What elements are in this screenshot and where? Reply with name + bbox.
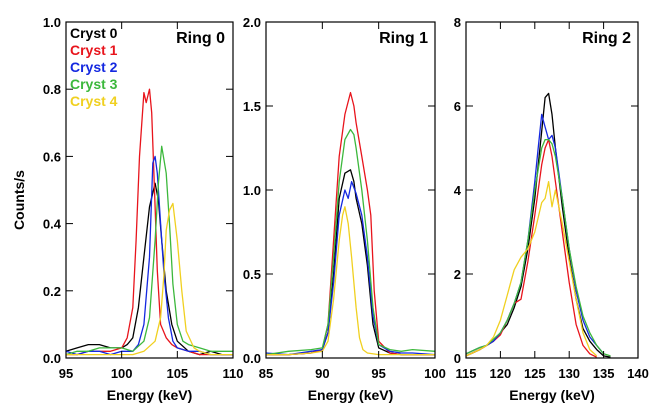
- y-tick-label: 0.4: [43, 217, 62, 232]
- y-tick-label: 0.2: [43, 284, 61, 299]
- y-tick-label: 6: [454, 99, 461, 114]
- x-tick-label: 95: [59, 366, 73, 381]
- ring-0-plot-area: [65, 88, 233, 356]
- y-tick-label: 4: [454, 183, 462, 198]
- ring-1-series-cryst-2: [265, 180, 436, 356]
- ring-2-series-cryst-2: [465, 113, 605, 355]
- legend-entry-cryst-1: Cryst 1: [70, 42, 118, 58]
- ring-1-title: Ring 1: [379, 30, 428, 47]
- ring-1-series-cryst-4: [266, 206, 435, 356]
- ring-2-plot-area: [465, 92, 611, 358]
- ring-0-ticks: 95 100 105 110 0.0 0.2 0.4 0.6 0.8 1.0: [43, 15, 244, 381]
- ring-2-series-cryst-1: [465, 138, 597, 358]
- ring-2-series-cryst-3: [465, 138, 611, 357]
- y-tick-label: 0.6: [43, 149, 61, 164]
- x-tick-label: 95: [371, 366, 385, 381]
- x-tick-label: 85: [259, 366, 273, 381]
- ring-1-series-cryst-1: [266, 91, 435, 356]
- legend-entry-cryst-0: Cryst 0: [70, 25, 118, 41]
- x-tick-label: 90: [315, 366, 329, 381]
- ring-2-title: Ring 2: [582, 30, 631, 47]
- x-tick-label: 100: [111, 366, 133, 381]
- y-tick-label: 1.0: [243, 183, 261, 198]
- x-tick-label: 140: [627, 366, 649, 381]
- panel-ring-2: 115 120 125 130 135 140 0 2 4 6 8 Ring 2 Energy (k…: [454, 15, 649, 403]
- x-tick-label: 130: [558, 366, 580, 381]
- ring-2-series-cryst-4: [465, 180, 598, 357]
- y-tick-label: 0.5: [243, 267, 261, 282]
- y-tick-label: 0: [454, 351, 461, 366]
- ring-2-x-axis-label: Energy (keV): [509, 387, 595, 403]
- y-tick-label: 1.5: [243, 99, 261, 114]
- x-tick-label: 100: [424, 366, 446, 381]
- ring-1-plot-area: [265, 91, 436, 356]
- y-tick-label: 0.0: [243, 351, 261, 366]
- ring-1-series-cryst-3: [265, 128, 436, 356]
- y-tick-label: 8: [454, 15, 461, 30]
- legend: Cryst 0 Cryst 1 Cryst 2 Cryst 3 Cryst 4: [70, 25, 118, 109]
- legend-entry-cryst-4: Cryst 4: [70, 93, 118, 109]
- y-tick-label: 0.0: [43, 351, 61, 366]
- x-tick-label: 105: [166, 366, 188, 381]
- x-tick-label: 120: [490, 366, 512, 381]
- panel-ring-1: 85 90 95 100 0.0 0.5 1.0 1.5 2.0 Ring 1 Energy (…: [243, 15, 446, 403]
- x-tick-label: 115: [456, 366, 477, 381]
- ring-2-axes-frame: [465, 21, 639, 359]
- x-tick-label: 110: [223, 366, 244, 381]
- ring-1-x-axis-label: Energy (keV): [308, 387, 394, 403]
- panel-ring-0: 95 100 105 110 0.0 0.2 0.4 0.6 0.8 1.0 Ring 0 Ene…: [43, 15, 244, 403]
- ring-0-series-cryst-0: [65, 182, 233, 356]
- ring-1-series-cryst-0: [266, 169, 435, 356]
- ring-0-axes-frame: [65, 21, 234, 359]
- ring-2-ticks: 115 120 125 130 135 140 0 2 4 6 8: [454, 15, 649, 381]
- y-tick-label: 0.8: [43, 82, 61, 97]
- legend-entry-cryst-3: Cryst 3: [70, 76, 118, 92]
- y-axis-label: Counts/s: [11, 170, 27, 230]
- x-tick-label: 125: [524, 366, 546, 381]
- y-tick-label: 2.0: [243, 15, 261, 30]
- y-tick-label: 1.0: [43, 15, 61, 30]
- ring-0-title: Ring 0: [176, 30, 225, 47]
- ring-0-series-cryst-2: [65, 155, 233, 356]
- ring-0-x-axis-label: Energy (keV): [107, 387, 193, 403]
- ring-0-series-cryst-4: [66, 202, 233, 356]
- ring-0-series-cryst-3: [65, 145, 233, 356]
- x-tick-label: 135: [593, 366, 615, 381]
- ring-1-ticks: 85 90 95 100 0.0 0.5 1.0 1.5 2.0: [243, 15, 446, 381]
- legend-entry-cryst-2: Cryst 2: [70, 59, 118, 75]
- y-tick-label: 2: [454, 267, 461, 282]
- ring-2-series-cryst-0: [465, 92, 611, 358]
